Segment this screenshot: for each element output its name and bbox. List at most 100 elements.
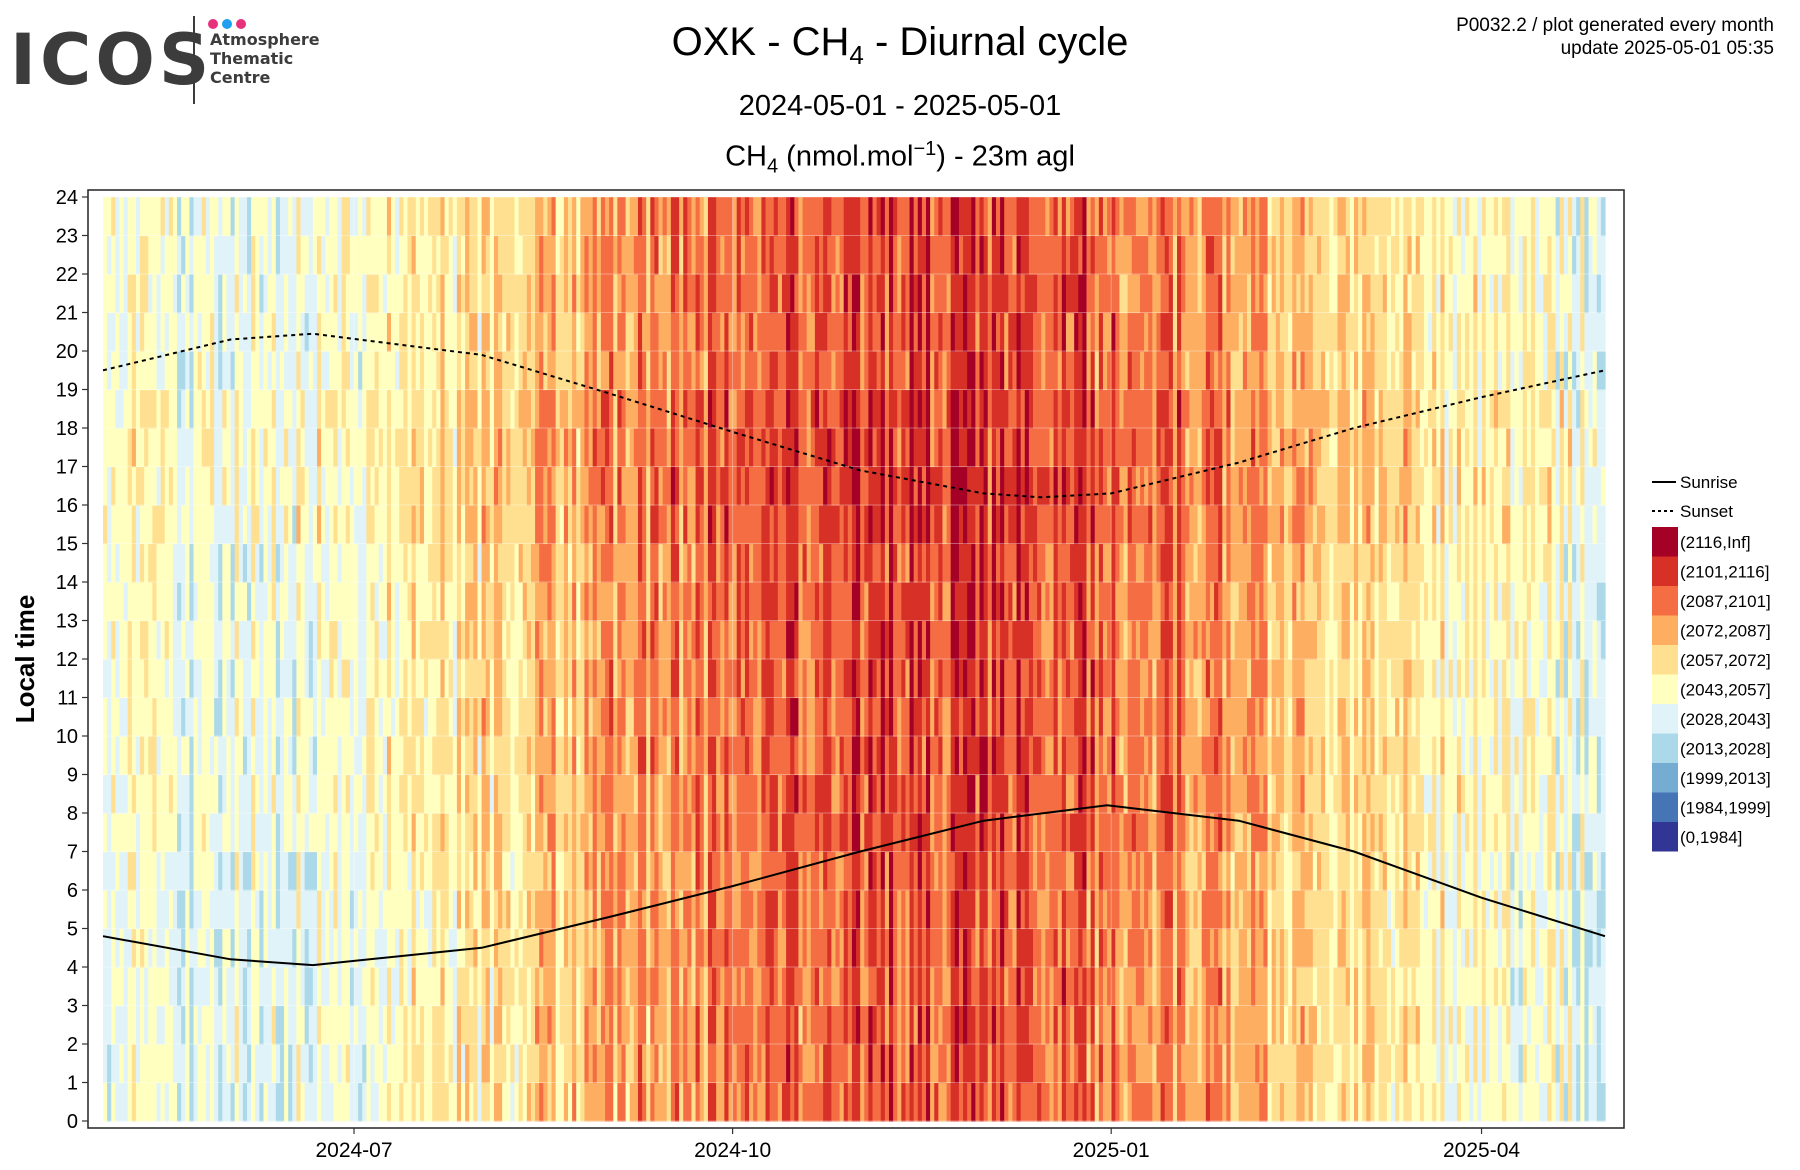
heatmap-cell bbox=[926, 197, 931, 237]
heatmap-cell bbox=[197, 235, 203, 275]
heatmap-cell bbox=[555, 312, 561, 352]
heatmap-cell bbox=[477, 697, 483, 737]
heatmap-cell bbox=[683, 197, 688, 237]
heatmap-cell bbox=[781, 312, 787, 352]
heatmap-cell bbox=[296, 890, 302, 930]
heatmap-cell bbox=[617, 928, 623, 968]
heatmap-cell bbox=[423, 736, 429, 776]
heatmap-cell bbox=[140, 582, 145, 622]
heatmap-cell bbox=[839, 1005, 845, 1045]
heatmap-cell bbox=[160, 505, 166, 545]
heatmap-cell bbox=[259, 697, 265, 737]
heatmap-cell bbox=[135, 312, 141, 352]
heatmap-cell bbox=[872, 428, 878, 468]
heatmap-cell bbox=[209, 659, 215, 699]
heatmap-cell bbox=[580, 428, 586, 468]
heatmap-cell bbox=[514, 774, 520, 814]
heatmap-cell bbox=[230, 659, 236, 699]
heatmap-cell bbox=[712, 274, 717, 314]
heatmap-cell bbox=[152, 351, 158, 391]
heatmap-cell bbox=[209, 967, 215, 1007]
heatmap-cell bbox=[263, 774, 269, 814]
heatmap-cell bbox=[415, 1082, 421, 1122]
heatmap-cell bbox=[403, 851, 409, 891]
heatmap-cell bbox=[222, 505, 228, 545]
heatmap-cell bbox=[790, 1044, 795, 1084]
heatmap-cell bbox=[308, 736, 314, 776]
heatmap-cell bbox=[209, 620, 215, 660]
heatmap-cell bbox=[391, 890, 396, 930]
heatmap-cell bbox=[456, 967, 462, 1007]
heatmap-cell bbox=[247, 543, 252, 583]
heatmap-cell bbox=[419, 351, 425, 391]
heatmap-cell bbox=[596, 351, 602, 391]
heatmap-cell bbox=[222, 851, 228, 891]
heatmap-cell bbox=[444, 620, 450, 660]
heatmap-cell bbox=[588, 1082, 594, 1122]
heatmap-cell bbox=[609, 389, 614, 429]
heatmap-cell bbox=[543, 736, 549, 776]
heatmap-cell bbox=[222, 1005, 228, 1045]
heatmap-cell bbox=[242, 659, 248, 699]
heatmap-cell bbox=[308, 351, 314, 391]
heatmap-cell bbox=[201, 351, 207, 391]
heatmap-cell bbox=[411, 1082, 417, 1122]
heatmap-cell bbox=[839, 620, 845, 660]
heatmap-cell bbox=[448, 312, 454, 352]
heatmap-cell bbox=[847, 389, 853, 429]
heatmap-cell bbox=[275, 890, 281, 930]
heatmap-cell bbox=[205, 1044, 211, 1084]
heatmap-cell bbox=[901, 235, 907, 275]
heatmap-cell bbox=[506, 389, 511, 429]
heatmap-cell bbox=[888, 967, 894, 1007]
heatmap-cell bbox=[259, 274, 265, 314]
heatmap-cell bbox=[658, 659, 664, 699]
heatmap-cell bbox=[370, 928, 376, 968]
heatmap-cell bbox=[185, 928, 191, 968]
heatmap-cell bbox=[563, 1082, 569, 1122]
heatmap-cell bbox=[806, 389, 812, 429]
heatmap-cell bbox=[880, 774, 886, 814]
heatmap-cell bbox=[835, 389, 841, 429]
heatmap-cell bbox=[860, 274, 865, 314]
heatmap-cell bbox=[226, 1044, 232, 1084]
heatmap-cell bbox=[131, 197, 137, 237]
heatmap-cell bbox=[654, 466, 660, 506]
heatmap-cell bbox=[444, 389, 450, 429]
heatmap-cell bbox=[629, 235, 635, 275]
heatmap-cell bbox=[185, 659, 191, 699]
heatmap-cell bbox=[605, 505, 610, 545]
heatmap-cell bbox=[757, 890, 763, 930]
heatmap-cell bbox=[177, 1005, 182, 1045]
heatmap-cell bbox=[214, 697, 219, 737]
heatmap-cell bbox=[810, 620, 816, 660]
heatmap-cell bbox=[316, 312, 322, 352]
heatmap-cell bbox=[423, 543, 429, 583]
heatmap-cell bbox=[440, 620, 446, 660]
heatmap-cell bbox=[798, 274, 804, 314]
heatmap-cell bbox=[744, 351, 750, 391]
heatmap-cell bbox=[609, 312, 614, 352]
heatmap-cell bbox=[917, 736, 923, 776]
heatmap-cell bbox=[506, 851, 511, 891]
heatmap-cell bbox=[621, 736, 627, 776]
heatmap-cell bbox=[856, 1082, 861, 1122]
heatmap-cell bbox=[123, 1082, 129, 1122]
heatmap-cell bbox=[152, 389, 158, 429]
heatmap-cell bbox=[831, 928, 837, 968]
heatmap-cell bbox=[753, 274, 758, 314]
heatmap-cell bbox=[897, 620, 902, 660]
heatmap-cell bbox=[329, 967, 335, 1007]
heatmap-cell bbox=[238, 389, 244, 429]
heatmap-cell bbox=[345, 197, 351, 237]
heatmap-cell bbox=[366, 813, 372, 853]
heatmap-cell bbox=[790, 235, 795, 275]
heatmap-cell bbox=[716, 697, 721, 737]
heatmap-cell bbox=[724, 1044, 730, 1084]
heatmap-cell bbox=[345, 235, 351, 275]
heatmap-cell bbox=[831, 312, 837, 352]
heatmap-cell bbox=[917, 928, 923, 968]
heatmap-cell bbox=[123, 813, 129, 853]
heatmap-cell bbox=[168, 1082, 174, 1122]
heatmap-cell bbox=[238, 1044, 244, 1084]
